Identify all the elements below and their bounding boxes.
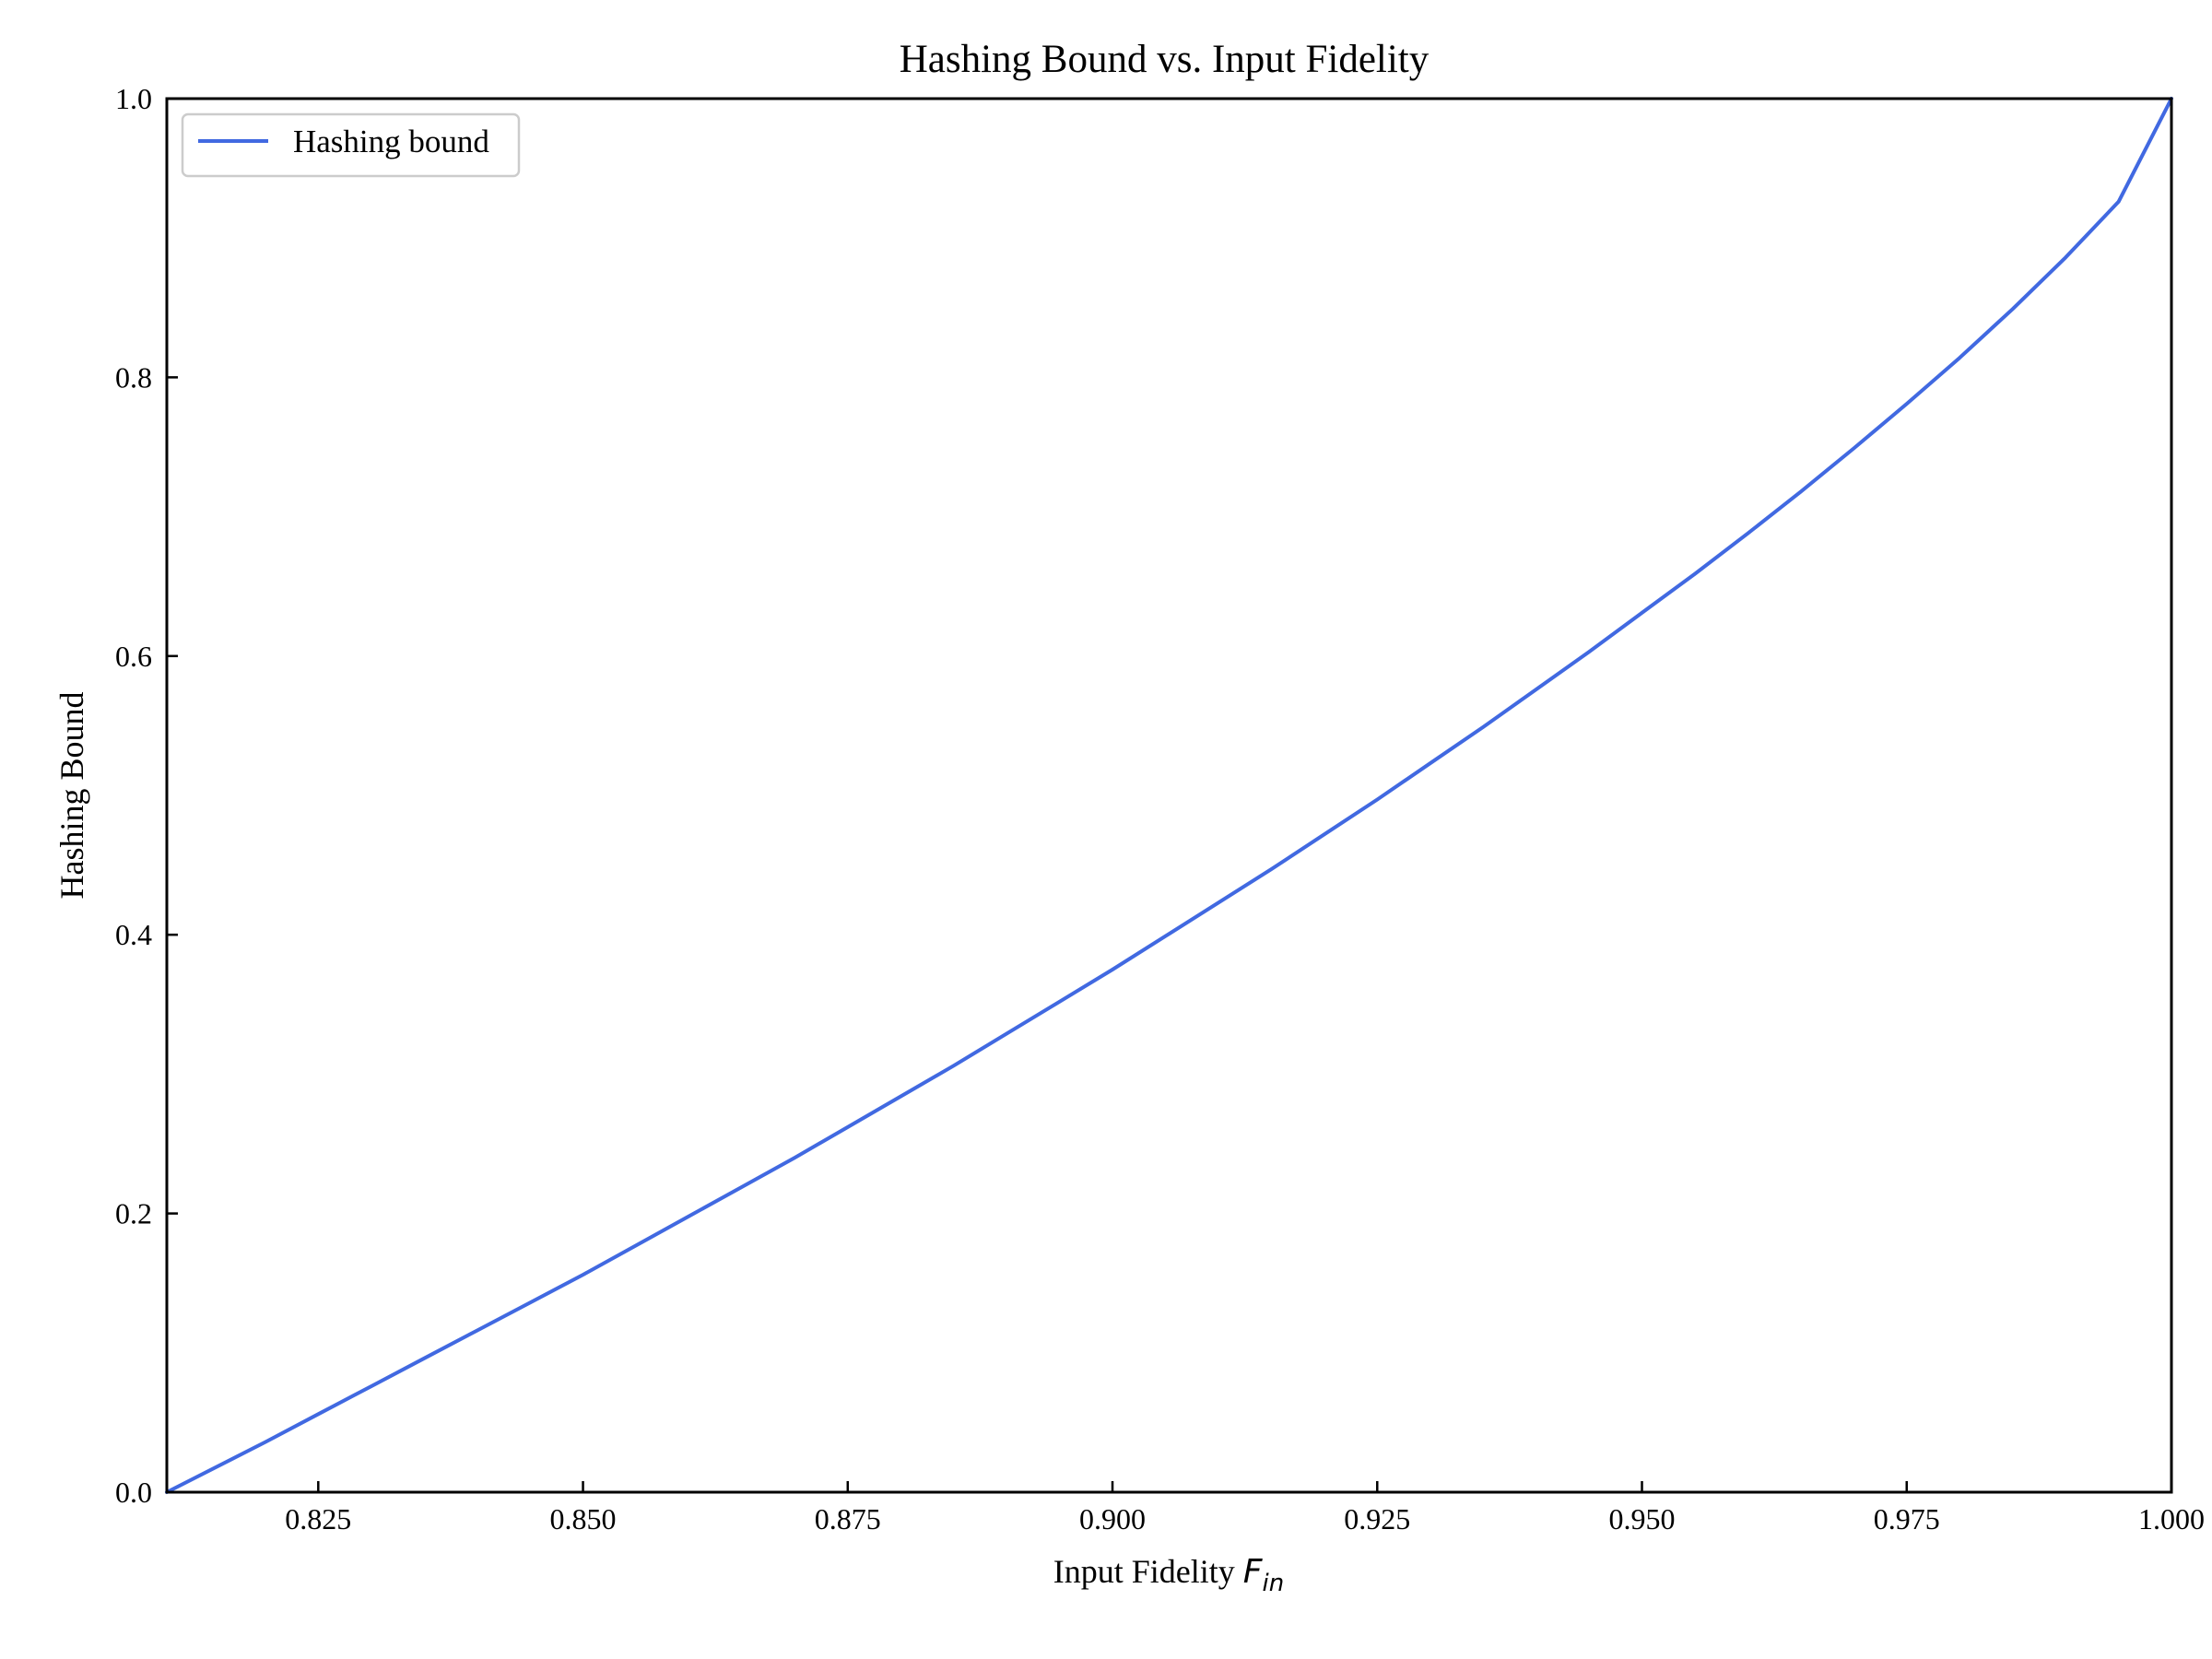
x-tick-label: 0.900 [1079, 1502, 1146, 1535]
x-axis-ticks: 0.825 0.850 0.875 0.900 0.925 0.950 0.975 1.000 [285, 1481, 2205, 1535]
y-tick-label: 0.2 [115, 1197, 152, 1230]
y-tick-label: 0.4 [115, 918, 152, 951]
series-layer [165, 97, 2173, 1494]
x-tick-label: 0.825 [285, 1502, 351, 1535]
y-tick-label: 0.6 [115, 640, 152, 673]
y-tick-label: 1.0 [115, 82, 152, 115]
y-axis-ticks: 0.0 0.2 0.4 0.6 0.8 1.0 [115, 82, 178, 1509]
x-tick-label: 0.875 [815, 1502, 881, 1535]
legend: Hashing bound [181, 112, 521, 178]
legend-label-hashing-bound: Hashing bound [293, 124, 489, 159]
x-axis-symbol: F [1243, 1553, 1264, 1591]
x-tick-label: 1.000 [2138, 1502, 2205, 1535]
x-axis-label-text: Input Fidelity [1053, 1553, 1235, 1590]
x-tick-label: 0.850 [550, 1502, 617, 1535]
chart-title: Hashing Bound vs. Input Fidelity [900, 38, 1430, 81]
x-tick-label: 0.975 [1874, 1502, 1940, 1535]
x-axis-label: Input Fidelity Fin [1053, 1553, 1284, 1597]
x-axis-subscript: in [1263, 1570, 1285, 1597]
x-tick-label: 0.950 [1609, 1502, 1676, 1535]
series-line-hashing-bound [165, 97, 2173, 1494]
y-tick-label: 0.0 [115, 1476, 152, 1509]
legend-box [181, 112, 521, 178]
plot-area-frame [165, 97, 2173, 1494]
x-tick-label: 0.925 [1344, 1502, 1410, 1535]
y-axis-label: Hashing Bound [53, 692, 90, 900]
y-tick-label: 0.8 [115, 360, 152, 394]
